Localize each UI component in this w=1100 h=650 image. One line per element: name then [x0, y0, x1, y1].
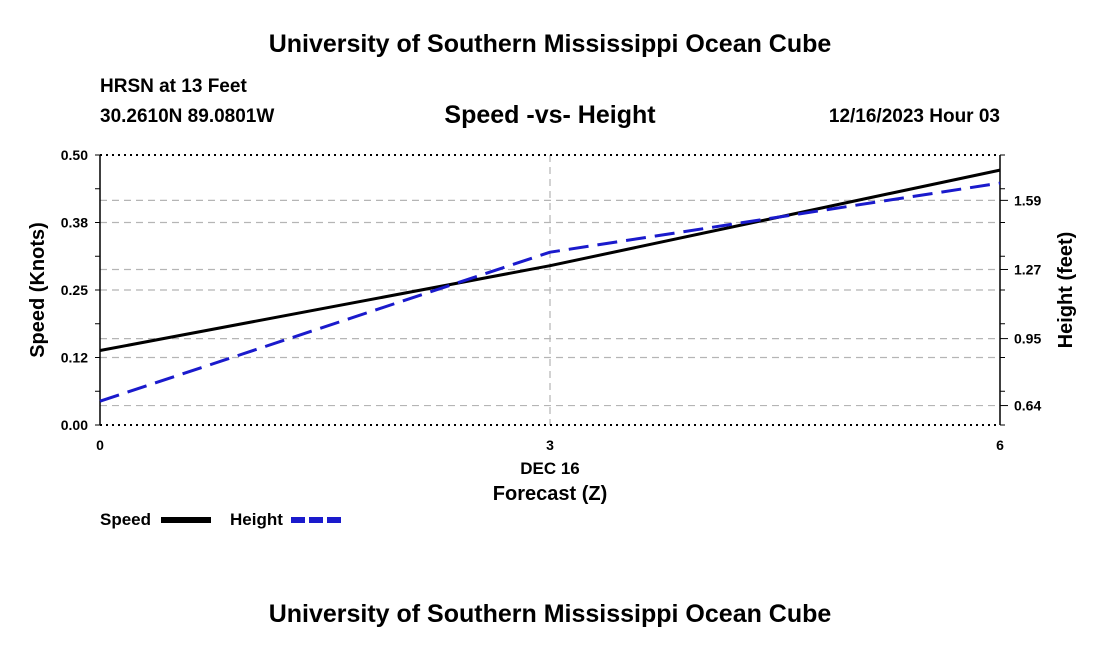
axis-ticks: 0.00 0.12 0.25 0.38 0.50 0.64 0.95 1.27 1.59 0 3 6 — [61, 147, 1042, 453]
y-axis-left-label: Speed (Knots) — [27, 222, 49, 358]
x-tick-label-0: 0 — [96, 437, 104, 453]
series-lines — [99, 168, 1001, 403]
station-label: HRSN at 13 Feet — [100, 76, 247, 97]
y-left-tick-label-4: 0.50 — [61, 147, 88, 163]
y-left-tick-label-2: 0.25 — [61, 282, 88, 298]
footer-title: University of Southern Mississippi Ocean… — [268, 600, 832, 628]
y-right-tick-label-2: 1.27 — [1014, 261, 1041, 277]
series-line-height — [99, 181, 1001, 403]
y-left-tick-label-0: 0.00 — [61, 417, 88, 433]
x-axis-date-label: DEC 16 — [520, 459, 580, 478]
legend: Speed Height — [100, 510, 341, 529]
y-axis-right-label: Height (feet) — [1055, 232, 1077, 349]
legend-label-speed: Speed — [100, 510, 151, 529]
forecast-datetime: 12/16/2023 Hour 03 — [828, 106, 1000, 127]
x-tick-label-2: 6 — [996, 437, 1004, 453]
grid-lines — [100, 155, 1000, 425]
x-tick-label-1: 3 — [546, 437, 554, 453]
station-coordinates: 30.2610N 89.0801W — [100, 106, 275, 127]
y-right-tick-label-0: 0.64 — [1014, 398, 1041, 414]
legend-label-height: Height — [230, 510, 283, 529]
y-left-tick-label-3: 0.38 — [61, 215, 88, 231]
y-right-tick-label-1: 0.95 — [1014, 331, 1041, 347]
chart-subtitle: Speed -vs- Height — [444, 101, 656, 129]
axis-labels: DEC 16 Forecast (Z) Speed (Knots) Height (f… — [27, 222, 1077, 505]
x-axis-label: Forecast (Z) — [493, 483, 607, 505]
series-line-speed — [99, 168, 1001, 352]
chart-title: University of Southern Mississippi Ocean… — [268, 30, 832, 58]
y-left-tick-label-1: 0.12 — [61, 350, 88, 366]
y-right-tick-label-3: 1.59 — [1014, 192, 1041, 208]
